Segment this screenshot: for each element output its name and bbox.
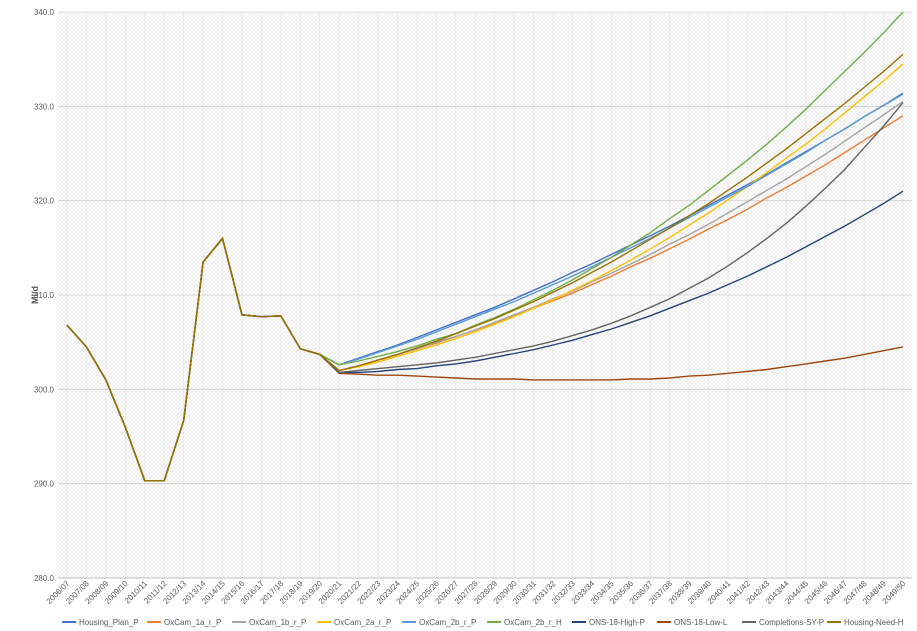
legend-label: OxCam_1b_r_P: [249, 618, 306, 627]
y-tick-label: 280.0: [34, 574, 55, 583]
legend-label: OxCam_2a_r_P: [334, 618, 391, 627]
legend-label: ONS-18-Low-L: [674, 618, 728, 627]
y-axis-label: Ml/d: [30, 286, 40, 304]
y-tick-label: 330.0: [34, 102, 55, 111]
series-line: [66, 53, 904, 482]
legend-label: Completions-SY-P: [759, 618, 824, 627]
y-tick-label: 310.0: [34, 291, 55, 300]
legend-label: OxCam_2b_r_P: [419, 618, 476, 627]
legend-label: OxCam_2b_r_H: [504, 618, 562, 627]
legend-label: OxCam_1a_r_P: [164, 618, 221, 627]
y-tick-label: 340.0: [34, 8, 55, 17]
y-tick-label: 320.0: [34, 197, 55, 206]
legend-label: ONS-18-High-P: [589, 618, 645, 627]
legend-label: Housing_Plan_P: [79, 618, 139, 627]
y-tick-label: 300.0: [34, 385, 55, 394]
y-tick-label: 290.0: [34, 480, 55, 489]
legend-label: Housing-Need-H: [844, 618, 904, 627]
